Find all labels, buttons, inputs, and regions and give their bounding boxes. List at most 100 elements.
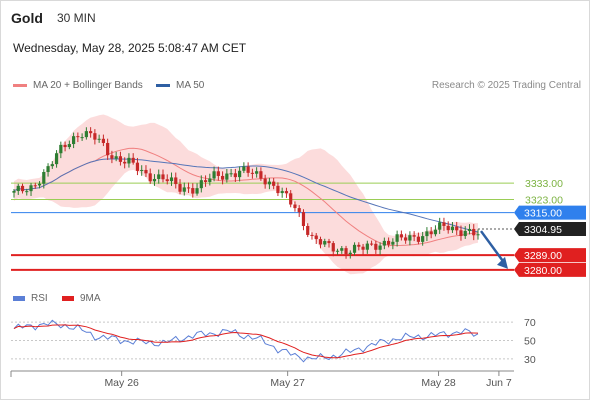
candle-body (169, 177, 174, 182)
candle-body (54, 153, 59, 165)
candle-body (433, 229, 438, 235)
candle-body (476, 234, 480, 236)
candle-body (459, 230, 463, 237)
candle-body (412, 235, 416, 237)
candle-body (140, 169, 144, 171)
instrument-title: Gold (11, 10, 43, 26)
candle-body (59, 144, 63, 154)
candle-body (165, 179, 169, 182)
candle-body (276, 185, 280, 194)
copyright-text: Research © 2025 Trading Central (431, 80, 581, 91)
candle-body (408, 235, 412, 241)
candle-body (335, 250, 340, 252)
candle-body (399, 234, 403, 238)
candle-body (182, 187, 186, 192)
candle-body (374, 243, 378, 250)
rsi-line (13, 319, 479, 363)
candle-body (255, 171, 259, 174)
candle-body (229, 173, 233, 175)
candle-body (93, 133, 97, 140)
candle-body (310, 234, 314, 236)
candle-body (416, 236, 421, 242)
candle-body (344, 248, 348, 255)
candle-body (195, 188, 199, 194)
candle-body (421, 236, 425, 242)
time-axis: May 26 May 27 May 28 Jun 7 (10, 370, 514, 389)
candle-body (391, 241, 395, 245)
legend-ma20: MA 20 + Bollinger Bands (13, 80, 143, 91)
rsi-panel: 70 50 30 (11, 317, 536, 366)
candle-body (323, 241, 327, 245)
legend-ma20-label: MA 20 + Bollinger Bands (33, 80, 143, 91)
level-lines-layer (11, 182, 514, 271)
candle-body (16, 185, 20, 192)
candle-body (331, 243, 335, 252)
candle-body (404, 237, 408, 241)
candle-body (178, 184, 182, 192)
candle-body (352, 244, 357, 253)
level-label-3280.00: 3280.00 (524, 265, 562, 277)
x-tick-label: May 28 (421, 377, 456, 389)
candle-body (135, 162, 140, 171)
candle-body (472, 228, 476, 236)
legend-ma50: MA 50 (156, 80, 204, 91)
candle-body (365, 243, 369, 250)
candle-body (293, 204, 297, 209)
candle-body (63, 144, 67, 148)
candle-body (284, 191, 289, 194)
candle-body (212, 171, 216, 179)
candle-body (80, 137, 84, 139)
candle-body (361, 246, 365, 250)
legend-rsi: RSI (13, 293, 48, 304)
candle-body (131, 157, 135, 163)
candle-body (455, 226, 459, 231)
x-tick-label: Jun 7 (486, 377, 512, 389)
candle-body (97, 138, 101, 140)
ma50-line (13, 158, 479, 233)
candle-body (301, 212, 306, 226)
rsi-level-label-50: 50 (524, 336, 536, 348)
candle-body (263, 178, 267, 185)
candle-body (246, 166, 250, 173)
candle-body (25, 191, 29, 193)
candle-body (357, 244, 361, 247)
candle-body (50, 164, 54, 167)
bollinger-band (14, 114, 478, 275)
candle-body (233, 173, 237, 178)
candle-body (348, 252, 352, 255)
candle-body (106, 142, 110, 156)
candle-body (161, 174, 165, 180)
candle-body (203, 180, 208, 182)
level-tag-3315.00 (514, 205, 586, 220)
level-tag-3289.00 (514, 248, 586, 263)
candle-body (208, 178, 212, 182)
ma50-legend-swatch (156, 84, 170, 87)
candle-body (340, 248, 344, 251)
level-label-3315.00: 3315.00 (524, 208, 562, 220)
candle-body (267, 181, 272, 185)
x-tick-label: May 27 (270, 377, 305, 389)
candle-body (110, 155, 114, 159)
candle-body (369, 243, 374, 245)
x-tick-label: May 26 (104, 377, 139, 389)
last-price-tag (514, 222, 586, 237)
rsi-level-label-30: 30 (524, 354, 536, 366)
candle-body (314, 235, 318, 240)
candle-body (67, 144, 71, 148)
level-label-3323.00: 3323.00 (525, 195, 563, 207)
candle-body (42, 172, 46, 184)
candle-body (242, 166, 246, 171)
candle-body (378, 245, 382, 250)
candle-body (37, 183, 42, 186)
candle-body (216, 171, 220, 176)
legend-ma50-label: MA 50 (176, 80, 205, 91)
candle-body (306, 225, 310, 235)
candle-body (318, 239, 323, 245)
candle-body (114, 156, 118, 159)
candle-body (429, 231, 433, 235)
9ma-legend-swatch (62, 296, 74, 301)
rsi-level-label-70: 70 (524, 317, 536, 329)
candle-body (157, 174, 161, 179)
